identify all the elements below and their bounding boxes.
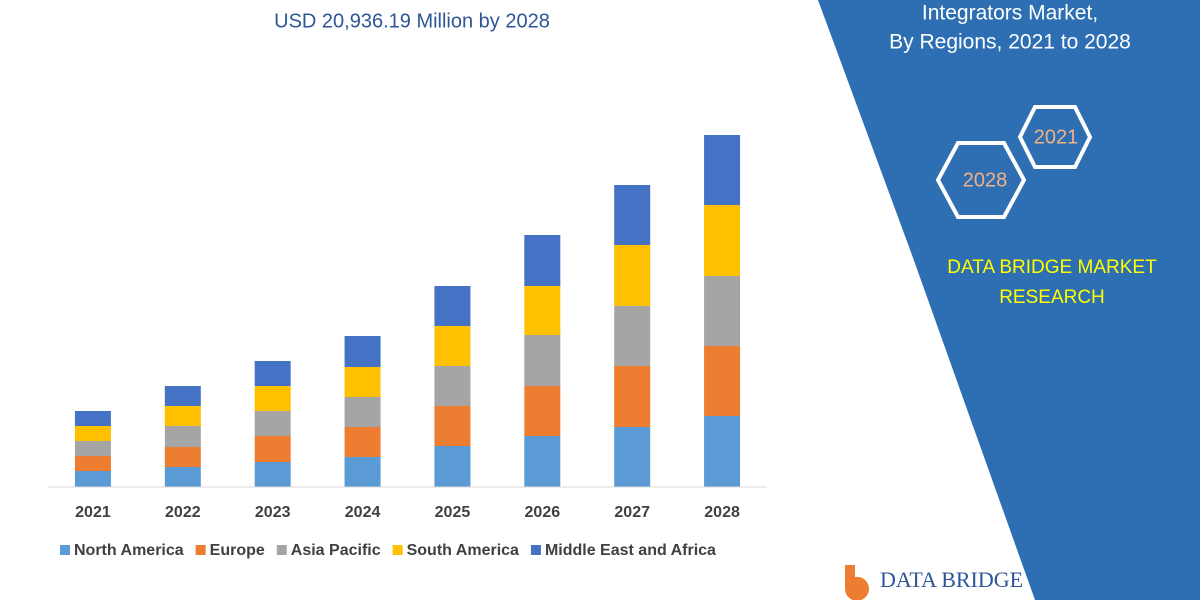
- side-subtitle: Integrators Market,: [922, 2, 1098, 25]
- hexagon-label: 2028: [963, 169, 1008, 191]
- brand-text: RESEARCH: [999, 287, 1105, 308]
- x-tick-label: 2026: [525, 504, 561, 521]
- bar-segment: [434, 446, 471, 487]
- bar-segment: [74, 426, 111, 441]
- bar-segment: [524, 286, 561, 335]
- legend-label: Middle East and Africa: [545, 542, 716, 559]
- bar-segment: [704, 205, 741, 276]
- bar-segment: [254, 436, 291, 462]
- bar-segment: [704, 135, 741, 205]
- bar-segment: [524, 386, 561, 436]
- bar-segment: [524, 436, 561, 487]
- bar-segment: [434, 326, 471, 366]
- bar-segment: [434, 366, 471, 406]
- legend-label: Europe: [210, 542, 265, 559]
- bar-segment: [344, 427, 381, 457]
- legend-swatch: [195, 545, 206, 555]
- logo-text: DATA BRIDGE: [880, 567, 1023, 592]
- x-tick-label: 2028: [704, 504, 740, 521]
- logo-icon: [845, 565, 869, 600]
- hexagon-label: 2021: [1034, 126, 1079, 148]
- bar-segment: [164, 406, 201, 426]
- bar-segment: [704, 416, 741, 487]
- bar-segment: [614, 245, 651, 306]
- side-panel: [818, 0, 1200, 600]
- x-tick-label: 2024: [345, 504, 381, 521]
- x-tick-label: 2027: [614, 504, 650, 521]
- bar-segment: [164, 467, 201, 487]
- bar-segment: [164, 386, 201, 406]
- bar-segment: [434, 286, 471, 326]
- x-tick-label: 2025: [435, 504, 471, 521]
- bar-segment: [614, 185, 651, 245]
- bar-segment: [524, 235, 561, 286]
- bar-segment: [344, 367, 381, 397]
- bar-segment: [614, 366, 651, 427]
- bar-segment: [254, 462, 291, 487]
- bar-segment: [344, 397, 381, 427]
- chart-title: USD 20,936.19 Million by 2028: [274, 10, 550, 32]
- bar-segment: [524, 335, 561, 386]
- bar-segment: [344, 336, 381, 367]
- bar-segment: [614, 427, 651, 487]
- x-tick-label: 2021: [75, 504, 111, 521]
- legend-swatch: [392, 545, 403, 555]
- bar-segment: [704, 346, 741, 416]
- bar-segment: [164, 426, 201, 447]
- bar-segment: [254, 386, 291, 411]
- x-tick-label: 2022: [165, 504, 201, 521]
- bar-segment: [344, 457, 381, 487]
- bar-segment: [704, 276, 741, 346]
- hexagon: [1017, 105, 1093, 169]
- side-subtitle: By Regions, 2021 to 2028: [889, 31, 1131, 54]
- brand-text: DATA BRIDGE MARKET: [947, 257, 1157, 278]
- legend-swatch: [60, 545, 70, 555]
- x-tick-label: 2023: [255, 504, 291, 521]
- legend-swatch: [530, 545, 541, 555]
- bar-segment: [254, 361, 291, 386]
- hexagon: [935, 141, 1027, 219]
- legend-swatch: [276, 545, 287, 555]
- bar-segment: [164, 447, 201, 467]
- legend-label: Asia Pacific: [291, 542, 381, 559]
- legend-label: South America: [407, 542, 519, 559]
- bar-segment: [74, 411, 111, 426]
- legend-label: North America: [74, 542, 184, 559]
- bar-segment: [254, 411, 291, 436]
- bar-segment: [74, 471, 111, 487]
- bar-segment: [614, 306, 651, 366]
- bar-segment: [74, 441, 111, 456]
- bar-segment: [74, 456, 111, 471]
- bar-segment: [434, 406, 471, 446]
